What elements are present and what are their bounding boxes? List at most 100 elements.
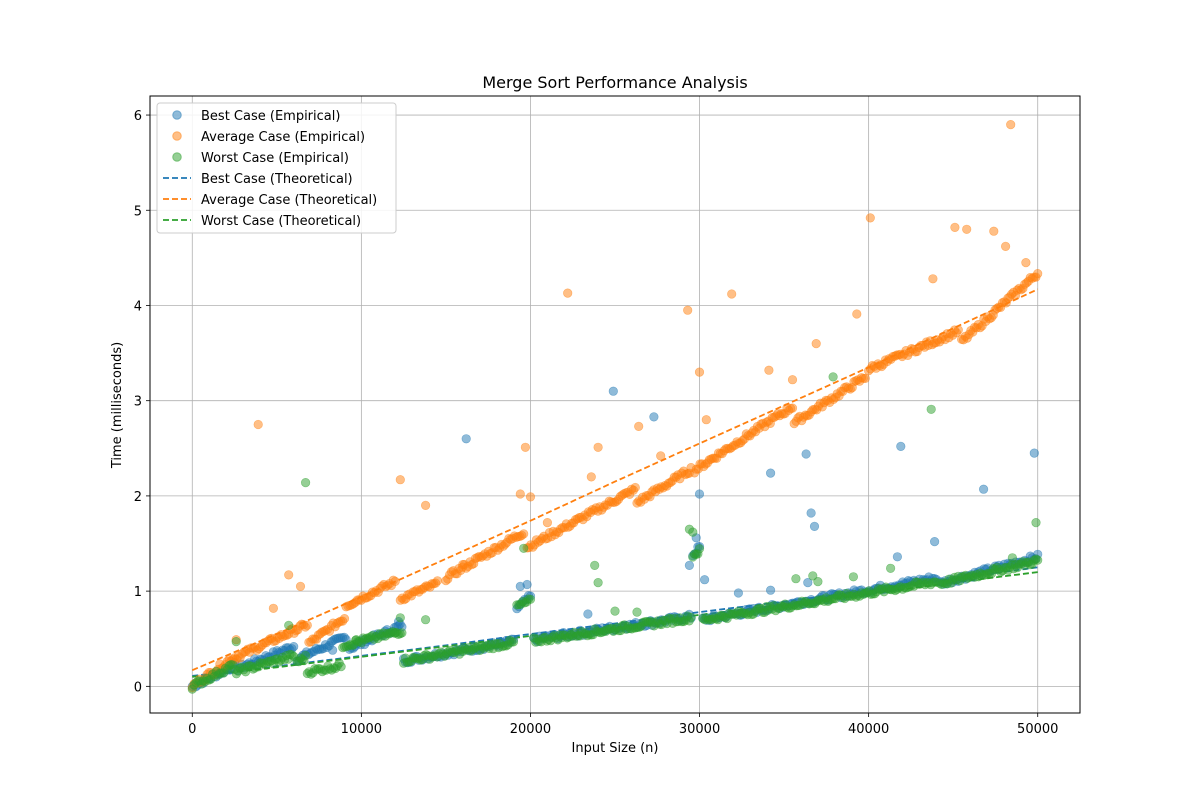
y-tick-label: 2 xyxy=(134,490,142,505)
chart-title: Merge Sort Performance Analysis xyxy=(482,73,747,92)
data-point xyxy=(268,603,279,613)
data-point xyxy=(328,645,338,655)
data-point xyxy=(289,641,299,652)
data-point xyxy=(351,635,361,645)
data-point xyxy=(390,628,400,638)
data-point xyxy=(989,226,999,236)
data-point xyxy=(727,289,737,299)
data-point xyxy=(301,478,311,488)
data-point xyxy=(421,615,431,625)
legend-marker xyxy=(172,131,182,141)
data-point xyxy=(791,574,801,584)
series-worst-case-empirical xyxy=(187,372,1043,694)
legend-marker xyxy=(172,152,182,162)
y-tick-label: 1 xyxy=(134,585,142,600)
legend-label: Best Case (Empirical) xyxy=(201,109,340,124)
data-point xyxy=(253,419,263,430)
data-point xyxy=(284,570,294,580)
data-point xyxy=(395,613,405,623)
data-point xyxy=(699,575,710,585)
data-point xyxy=(525,492,536,502)
data-point xyxy=(515,489,525,499)
legend-box xyxy=(156,102,397,234)
y-tick-label: 6 xyxy=(134,109,142,124)
data-point xyxy=(390,576,400,587)
data-point xyxy=(302,620,312,630)
data-point xyxy=(787,375,798,385)
data-point xyxy=(421,500,431,511)
tick-layer: 0 10000 20000 30000 40000 50000 0 1 2 3 4 5 6 xyxy=(134,109,1059,737)
data-point xyxy=(764,365,774,375)
data-point xyxy=(649,412,659,422)
y-tick-label: 4 xyxy=(134,299,142,314)
data-point xyxy=(892,552,903,562)
data-point xyxy=(926,404,936,414)
data-point xyxy=(542,517,553,528)
data-point xyxy=(458,559,468,570)
y-tick-label: 3 xyxy=(134,395,142,410)
data-point xyxy=(630,482,640,493)
data-point xyxy=(656,451,666,461)
data-point xyxy=(688,527,698,537)
legend-label: Average Case (Theoretical) xyxy=(201,193,377,208)
data-point xyxy=(583,609,593,619)
data-point xyxy=(962,224,972,234)
legend-label: Worst Case (Theoretical) xyxy=(201,214,361,229)
data-point xyxy=(336,661,346,672)
data-point xyxy=(809,521,820,532)
data-point xyxy=(1029,448,1039,458)
data-point xyxy=(461,434,471,444)
data-point xyxy=(684,560,695,571)
legend: Best Case (Empirical) Average Case (Empir… xyxy=(156,102,397,234)
scatter-points-layer xyxy=(187,119,1043,694)
data-point xyxy=(806,508,816,518)
data-point xyxy=(765,468,776,478)
legend-marker xyxy=(172,110,182,120)
data-point xyxy=(811,339,821,349)
y-tick-label: 5 xyxy=(134,204,142,219)
data-point xyxy=(765,585,776,595)
data-point xyxy=(1021,258,1031,268)
data-point xyxy=(1033,555,1043,565)
data-point xyxy=(1007,553,1018,563)
data-point xyxy=(865,213,875,223)
y-axis-label: Time (milliseconds) xyxy=(110,342,125,469)
data-point xyxy=(284,620,294,631)
x-tick-label: 0 xyxy=(188,722,196,737)
data-point xyxy=(508,637,519,647)
legend-label: Average Case (Empirical) xyxy=(201,130,365,145)
data-point xyxy=(586,472,596,482)
data-point xyxy=(860,373,870,384)
x-tick-label: 10000 xyxy=(341,722,382,737)
data-point xyxy=(634,421,644,432)
data-point xyxy=(953,325,963,335)
data-point xyxy=(610,606,620,616)
y-tick-label: 0 xyxy=(134,680,142,695)
data-point xyxy=(803,577,813,588)
data-point xyxy=(950,222,960,232)
data-point xyxy=(395,475,405,485)
data-point xyxy=(928,274,938,284)
data-point xyxy=(808,571,818,581)
data-point xyxy=(632,607,642,617)
plot-frame xyxy=(149,95,1081,714)
data-point xyxy=(593,577,603,588)
data-point xyxy=(522,579,532,590)
data-point xyxy=(686,612,696,622)
data-point xyxy=(519,529,529,539)
data-point xyxy=(683,305,693,315)
data-point xyxy=(848,572,859,582)
data-point xyxy=(801,449,811,459)
data-point xyxy=(694,544,705,554)
x-tick-label: 50000 xyxy=(1017,722,1058,737)
data-point xyxy=(525,594,536,604)
data-point xyxy=(608,386,618,396)
data-point xyxy=(593,442,603,452)
data-point xyxy=(694,489,705,499)
data-point xyxy=(339,613,350,624)
data-point xyxy=(929,536,940,547)
data-point xyxy=(978,484,989,494)
x-tick-label: 40000 xyxy=(848,722,889,737)
data-point xyxy=(432,576,443,586)
data-point xyxy=(231,636,241,647)
